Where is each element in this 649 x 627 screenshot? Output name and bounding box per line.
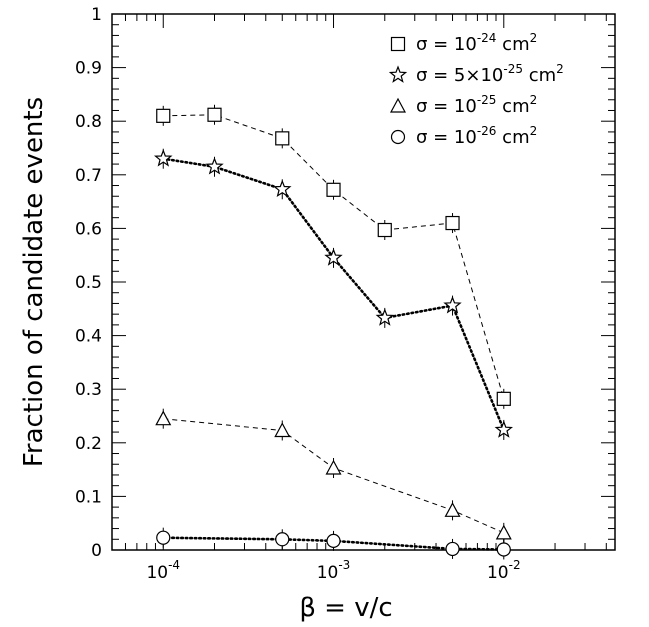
data-point-triangle <box>274 422 291 438</box>
legend-label: σ = 10-25 cm2 <box>416 93 537 117</box>
legend-entry-square: σ = 10-24 cm2 <box>390 31 537 55</box>
data-point-square <box>326 182 341 197</box>
data-point-star <box>205 157 224 175</box>
y-tick-label: 0.9 <box>75 59 102 79</box>
y-tick-label: 0.2 <box>75 434 102 454</box>
legend-entry-circle: σ = 10-26 cm2 <box>390 124 537 148</box>
data-point-star <box>494 420 514 438</box>
data-point-circle <box>445 541 460 557</box>
data-point-star <box>324 248 343 266</box>
data-point-triangle <box>495 524 512 540</box>
axis-ticks: 0 0.1 0.2 0.3 0.4 0.5 0.6 0.7 0.8 0.9 1 10-4 10-3 10-… <box>75 5 615 583</box>
legend-label: σ = 10-24 cm2 <box>416 31 537 55</box>
y-tick-label: 0.4 <box>75 327 102 347</box>
plot-border <box>111 13 616 551</box>
data-point-square <box>377 222 392 238</box>
data-point-star <box>375 308 395 326</box>
data-point-triangle <box>155 410 172 426</box>
legend-marker-circle <box>390 129 406 145</box>
x-tick-label: 10-2 <box>487 558 521 583</box>
data-point-square <box>156 108 171 123</box>
y-tick-label: 0.1 <box>75 487 102 507</box>
data-point-star <box>153 149 173 167</box>
x-tick-label: 10-4 <box>146 558 180 583</box>
legend-marker-triangle <box>389 97 407 113</box>
legend-marker-star <box>388 65 408 83</box>
data-point-circle <box>156 530 171 545</box>
data-point-circle <box>275 532 290 547</box>
data-point-circle <box>496 542 511 557</box>
y-tick-label: 0.5 <box>75 273 102 293</box>
y-tick-label: 0.6 <box>75 219 102 239</box>
legend-entry-star: σ = 5×10-25 cm2 <box>388 62 564 86</box>
data-point-square <box>496 391 511 406</box>
legend-label: σ = 5×10-25 cm2 <box>416 62 564 86</box>
y-tick-label: 0.3 <box>75 380 102 400</box>
data-point-star <box>443 295 462 314</box>
data-point-square <box>207 107 222 122</box>
data-point-circle <box>326 533 341 548</box>
series-triangle <box>155 408 512 543</box>
y-axis-title: Fraction of candidate events <box>19 97 49 467</box>
plot-frame <box>111 13 616 551</box>
legend-label: σ = 10-26 cm2 <box>416 124 537 148</box>
data-point-triangle <box>444 502 461 517</box>
y-tick-label: 1 <box>91 5 102 25</box>
series-circle <box>156 527 511 560</box>
series-square <box>156 104 511 409</box>
y-tick-label: 0.7 <box>75 166 102 186</box>
x-axis-title: β = v/c <box>299 593 392 623</box>
data-point-square <box>445 215 460 231</box>
legend: σ = 10-24 cm2 σ = 5×10-25 cm2 σ = 10-25 cm… <box>388 31 564 148</box>
data-point-star <box>273 179 292 198</box>
legend-marker-square <box>390 36 406 52</box>
data-point-triangle <box>325 459 342 475</box>
series-star <box>153 148 514 440</box>
data-series <box>153 104 514 560</box>
x-tick-label: 10-3 <box>317 558 351 583</box>
y-tick-label: 0.8 <box>75 112 102 132</box>
y-tick-label: 0 <box>91 541 102 561</box>
data-point-square <box>275 131 290 146</box>
legend-entry-triangle: σ = 10-25 cm2 <box>389 93 537 117</box>
